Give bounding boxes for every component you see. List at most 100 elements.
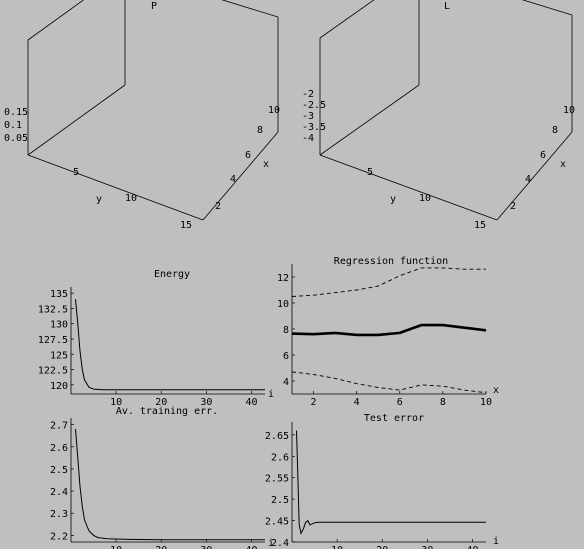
x-tick-label: 30 [200,545,212,549]
y-tick-label: 2.5 [271,495,289,506]
x-tick-label: 10 [268,105,280,116]
energy-chart: Energy 10 20 30 40 120 122.5 125 127.5 130 132.5 13… [38,269,274,408]
y-tick-label: 4 [283,377,289,388]
x-tick-label: 8 [257,125,263,136]
x-tick-label: 10 [110,397,122,408]
y-tick-label: 125 [50,350,68,361]
axis-label-y-l: y [390,194,396,205]
y-tick-label: 2.45 [265,517,289,528]
box-edge [27,84,126,156]
y-tick-label: 122.5 [38,366,68,377]
x-tick-label: 40 [245,397,257,408]
bounding-box-l [319,0,573,221]
series-line [75,299,265,391]
y-tick-label: 8 [283,325,289,336]
box-edge [521,0,573,16]
x-tick-label: 2 [215,201,221,212]
x-tick-label: 20 [155,397,167,408]
test-error-chart: Test error 10 20 30 40 2.4 2.45 2.5 2.55 2.6 2.65 i [265,413,499,549]
x-tick-label: 4 [230,174,236,185]
surface-title-l: L [444,1,450,12]
z-tick-label: -4 [302,133,314,144]
x-tick-label: 10 [110,545,122,549]
series-line [291,323,487,337]
y-tick-label: 2.2 [50,531,68,542]
z-tick-label: -3 [302,111,314,122]
box-edge [202,131,279,221]
surface-title-p: P [151,1,157,12]
box-edge [496,131,573,221]
x-tick-label: 20 [376,545,388,549]
x-tick-label: 6 [245,150,251,161]
x-tick-label: 4 [354,397,360,408]
box-edge [319,84,420,156]
x-tick-label: 10 [480,397,492,408]
x-tick-label: 6 [397,397,403,408]
x-axis-label: x [493,385,499,396]
z-tick-label: -2 [302,89,314,100]
box-edge [27,0,85,41]
series-line [75,429,265,541]
z-tick-label: -2.5 [302,100,326,111]
y-tick-label: 2.65 [265,431,289,442]
y-tick-label: 127.5 [38,335,68,346]
box-edge [221,0,279,18]
y-tick-label: 2.6 [50,443,68,454]
axis-label-x-l: x [560,159,566,170]
y-tick-label: 2.4 [50,487,68,498]
x-tick-label: 40 [466,545,478,549]
chart-title: Energy [154,269,190,280]
series-line [291,371,487,394]
x-tick-label: 8 [440,397,446,408]
x-tick-label: 40 [245,545,257,549]
x-tick-label: 30 [421,545,433,549]
z-tick-label: 0.15 [4,107,28,118]
axis-label-x-p: x [263,159,269,170]
x-tick-label: 10 [563,105,575,116]
y-tick-label: 135 [50,289,68,300]
y-tick-label: 10 [125,193,137,204]
y-tick-label: 132.5 [38,304,68,315]
x-tick-label: 20 [155,545,167,549]
training-error-chart: Av. training err. 10 20 30 40 2.2 2.3 2.4 2.5 2.6… [50,406,274,549]
y-tick-label: 2.6 [271,452,289,463]
y-tick-label: 2.4 [271,538,289,549]
x-tick-label: 2 [311,397,317,408]
chart-title: Regression function [334,256,448,267]
box-edge [27,154,204,221]
y-tick-label: 10 [277,299,289,310]
x-tick-label: 30 [200,397,212,408]
x-tick-label: 4 [525,174,531,185]
chart-title: Av. training err. [116,406,218,417]
axis-ticks-p: 0.05 0.1 0.15 5 10 15 2 4 6 8 10 [4,105,280,231]
x-axis-label: i [268,538,274,549]
surface-plot-p: P 0.05 0.1 0.15 5 10 15 2 4 6 8 10 x y [4,0,280,231]
z-tick-label: -3.5 [302,122,326,133]
y-tick-label: 12 [277,273,289,284]
bounding-box-p [27,0,279,221]
x-axis-label: i [268,389,274,400]
y-tick-label: 130 [50,320,68,331]
z-tick-label: 0.05 [4,133,28,144]
series-line [296,430,486,535]
z-tick-label: 0.1 [4,120,22,131]
axis-label-y-p: y [96,194,102,205]
y-tick-label: 2.55 [265,474,289,485]
series-line [291,267,486,297]
y-tick-label: 15 [474,220,486,231]
box-edge [319,154,498,221]
y-tick-label: 2.7 [50,421,68,432]
y-tick-label: 2.5 [50,465,68,476]
x-tick-label: 6 [540,150,546,161]
surface-plot-l: L -4-3.5-3-2.5-2 5 10 15 2 4 6 8 10 x y [302,0,575,231]
axis-ticks-l: -4-3.5-3-2.5-2 5 10 15 2 4 6 8 10 [302,89,575,231]
y-tick-label: 15 [180,220,192,231]
y-tick-label: 10 [419,193,431,204]
x-tick-label: 10 [331,545,343,549]
x-tick-label: 2 [510,201,516,212]
y-tick-label: 2.3 [50,509,68,520]
y-tick-label: 5 [367,167,373,178]
y-tick-label: 5 [73,167,79,178]
regression-chart: Regression function 2 4 6 8 10 4 6 8 10 12 x [277,256,499,408]
